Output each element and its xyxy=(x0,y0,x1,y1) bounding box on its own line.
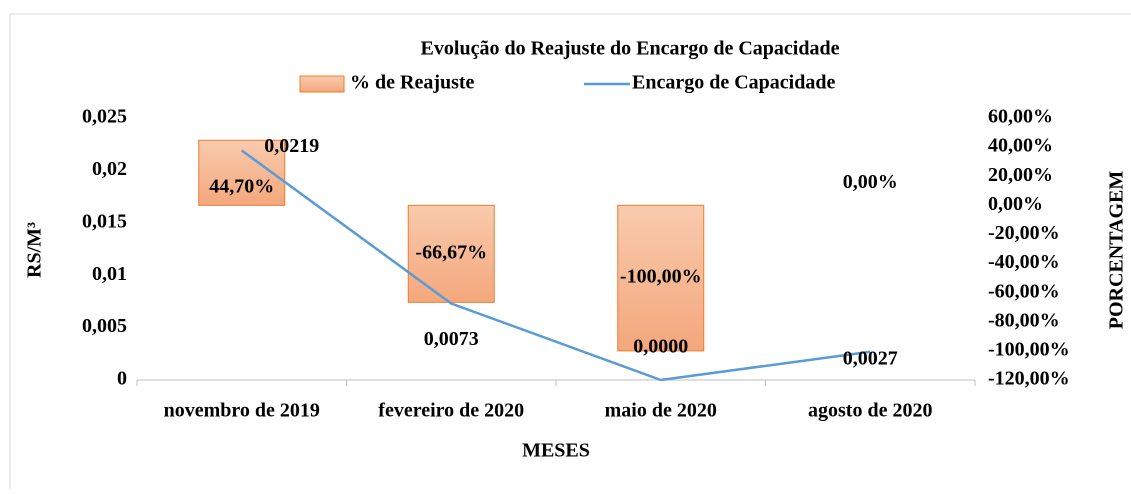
legend-swatch xyxy=(299,75,345,93)
chart-title: Evolução do Reajuste do Encargo de Capac… xyxy=(421,38,840,60)
y2-tick-label: 40,00% xyxy=(988,135,1053,157)
bar-value-label: -100,00% xyxy=(620,266,702,288)
y2-tick-label: 60,00% xyxy=(988,106,1053,128)
bar xyxy=(617,204,705,352)
y2-tick-label: 0,00% xyxy=(988,193,1043,215)
line-value-label: 0,0000 xyxy=(633,336,688,358)
y-tick-label: 0,01 xyxy=(92,263,127,285)
y-tick-label: 0 xyxy=(117,368,127,390)
y2-tick-label: 20,00% xyxy=(988,164,1053,186)
y-tick-label: 0,005 xyxy=(82,315,127,337)
y-tick-label: 0,02 xyxy=(92,158,127,180)
y2-tick-label: -20,00% xyxy=(988,222,1060,244)
y2-tick-label: -80,00% xyxy=(988,309,1060,331)
y-tick-label: 0,015 xyxy=(82,210,127,232)
y-tick-label: 0,025 xyxy=(82,106,127,128)
x-tick-label: maio de 2020 xyxy=(605,400,717,422)
bar-value-label: -66,67% xyxy=(415,241,487,263)
bar-value-label: 0,00% xyxy=(843,171,898,193)
x-tick-label: agosto de 2020 xyxy=(808,400,932,422)
bar-value-label: 44,70% xyxy=(209,175,274,197)
y2-tick-label: -40,00% xyxy=(988,251,1060,273)
legend-label: Encargo de Capacidade xyxy=(632,72,835,94)
y2-tick-label: -120,00% xyxy=(988,368,1070,390)
line-value-label: 0,0219 xyxy=(264,135,319,157)
y2-tick-label: -60,00% xyxy=(988,280,1060,302)
x-tick-label: novembro de 2019 xyxy=(164,400,320,422)
y2-tick-label: -100,00% xyxy=(988,338,1070,360)
line xyxy=(241,149,871,382)
y-axis-label: RS/M³ xyxy=(24,222,46,278)
line-value-label: 0,0073 xyxy=(424,328,479,350)
line-value-label: 0,0027 xyxy=(843,347,898,369)
x-tick-label: fevereiro de 2020 xyxy=(378,400,524,422)
bar xyxy=(407,204,495,303)
y2-axis-label: PORCENTAGEM xyxy=(1106,171,1128,330)
chart-border xyxy=(9,13,1131,494)
legend-label: % de Reajuste xyxy=(350,72,475,94)
x-axis-label: MESES xyxy=(522,440,590,462)
